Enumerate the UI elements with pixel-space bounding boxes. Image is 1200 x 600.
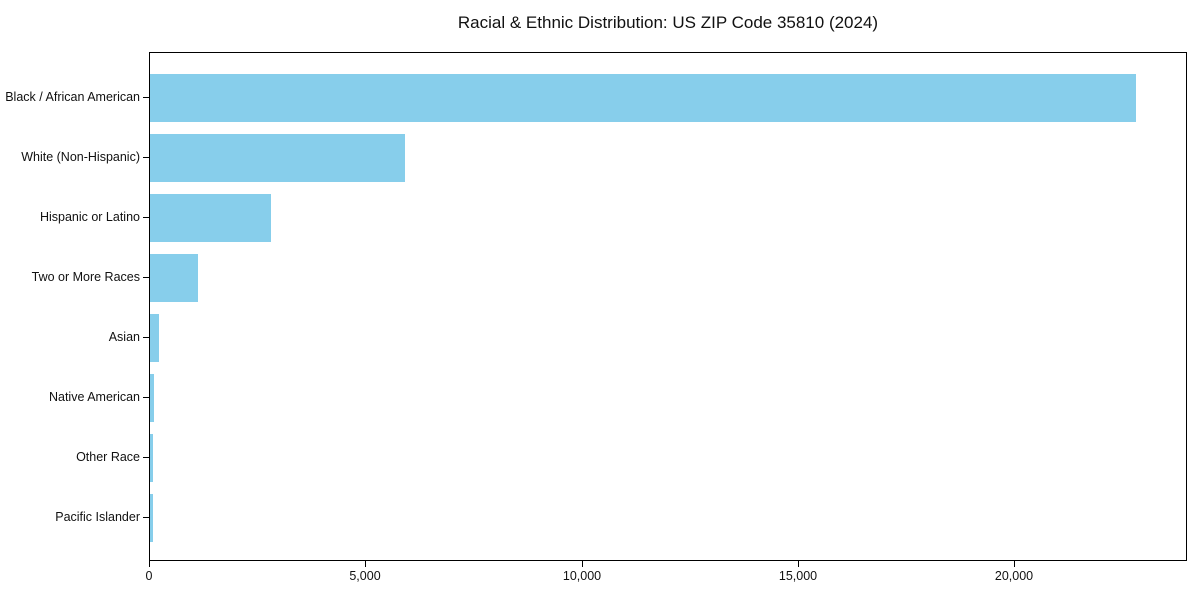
- plot-area: [149, 52, 1187, 561]
- y-tick-mark: [143, 277, 149, 278]
- y-axis-label: Two or More Races: [31, 270, 140, 284]
- x-tick-mark: [582, 561, 583, 567]
- bar-asian: [150, 314, 159, 362]
- x-tick-label: 20,000: [994, 569, 1034, 583]
- y-tick-mark: [143, 397, 149, 398]
- y-tick-mark: [143, 217, 149, 218]
- bar-pacific-islander: [150, 494, 153, 542]
- x-tick-mark: [365, 561, 366, 567]
- y-tick-mark: [143, 97, 149, 98]
- x-tick-label: 15,000: [778, 569, 818, 583]
- chart-title: Racial & Ethnic Distribution: US ZIP Cod…: [457, 13, 879, 32]
- y-axis-label: Native American: [48, 390, 140, 404]
- y-axis-label: Asian: [108, 330, 140, 344]
- bar-native-american: [150, 374, 154, 422]
- bar-other-race: [150, 434, 153, 482]
- y-axis-label: White (Non-Hispanic): [21, 150, 140, 164]
- y-tick-mark: [143, 517, 149, 518]
- y-axis-label: Hispanic or Latino: [39, 210, 140, 224]
- y-tick-mark: [143, 157, 149, 158]
- x-tick-label: 5,000: [349, 569, 381, 583]
- bar-two-or-more-races: [150, 254, 198, 302]
- x-tick-mark: [798, 561, 799, 567]
- x-tick-label: 10,000: [562, 569, 602, 583]
- y-axis-label: Pacific Islander: [55, 510, 140, 524]
- y-axis-label: Black / African American: [5, 90, 140, 104]
- bar-white-non-hispanic: [150, 134, 405, 182]
- x-tick-mark: [1014, 561, 1015, 567]
- bar-black-african-american: [150, 74, 1136, 122]
- bar-hispanic-or-latino: [150, 194, 271, 242]
- y-axis-label: Other Race: [76, 450, 140, 464]
- x-tick-mark: [149, 561, 150, 567]
- y-tick-mark: [143, 337, 149, 338]
- x-tick-label: 0: [145, 569, 153, 583]
- y-tick-mark: [143, 457, 149, 458]
